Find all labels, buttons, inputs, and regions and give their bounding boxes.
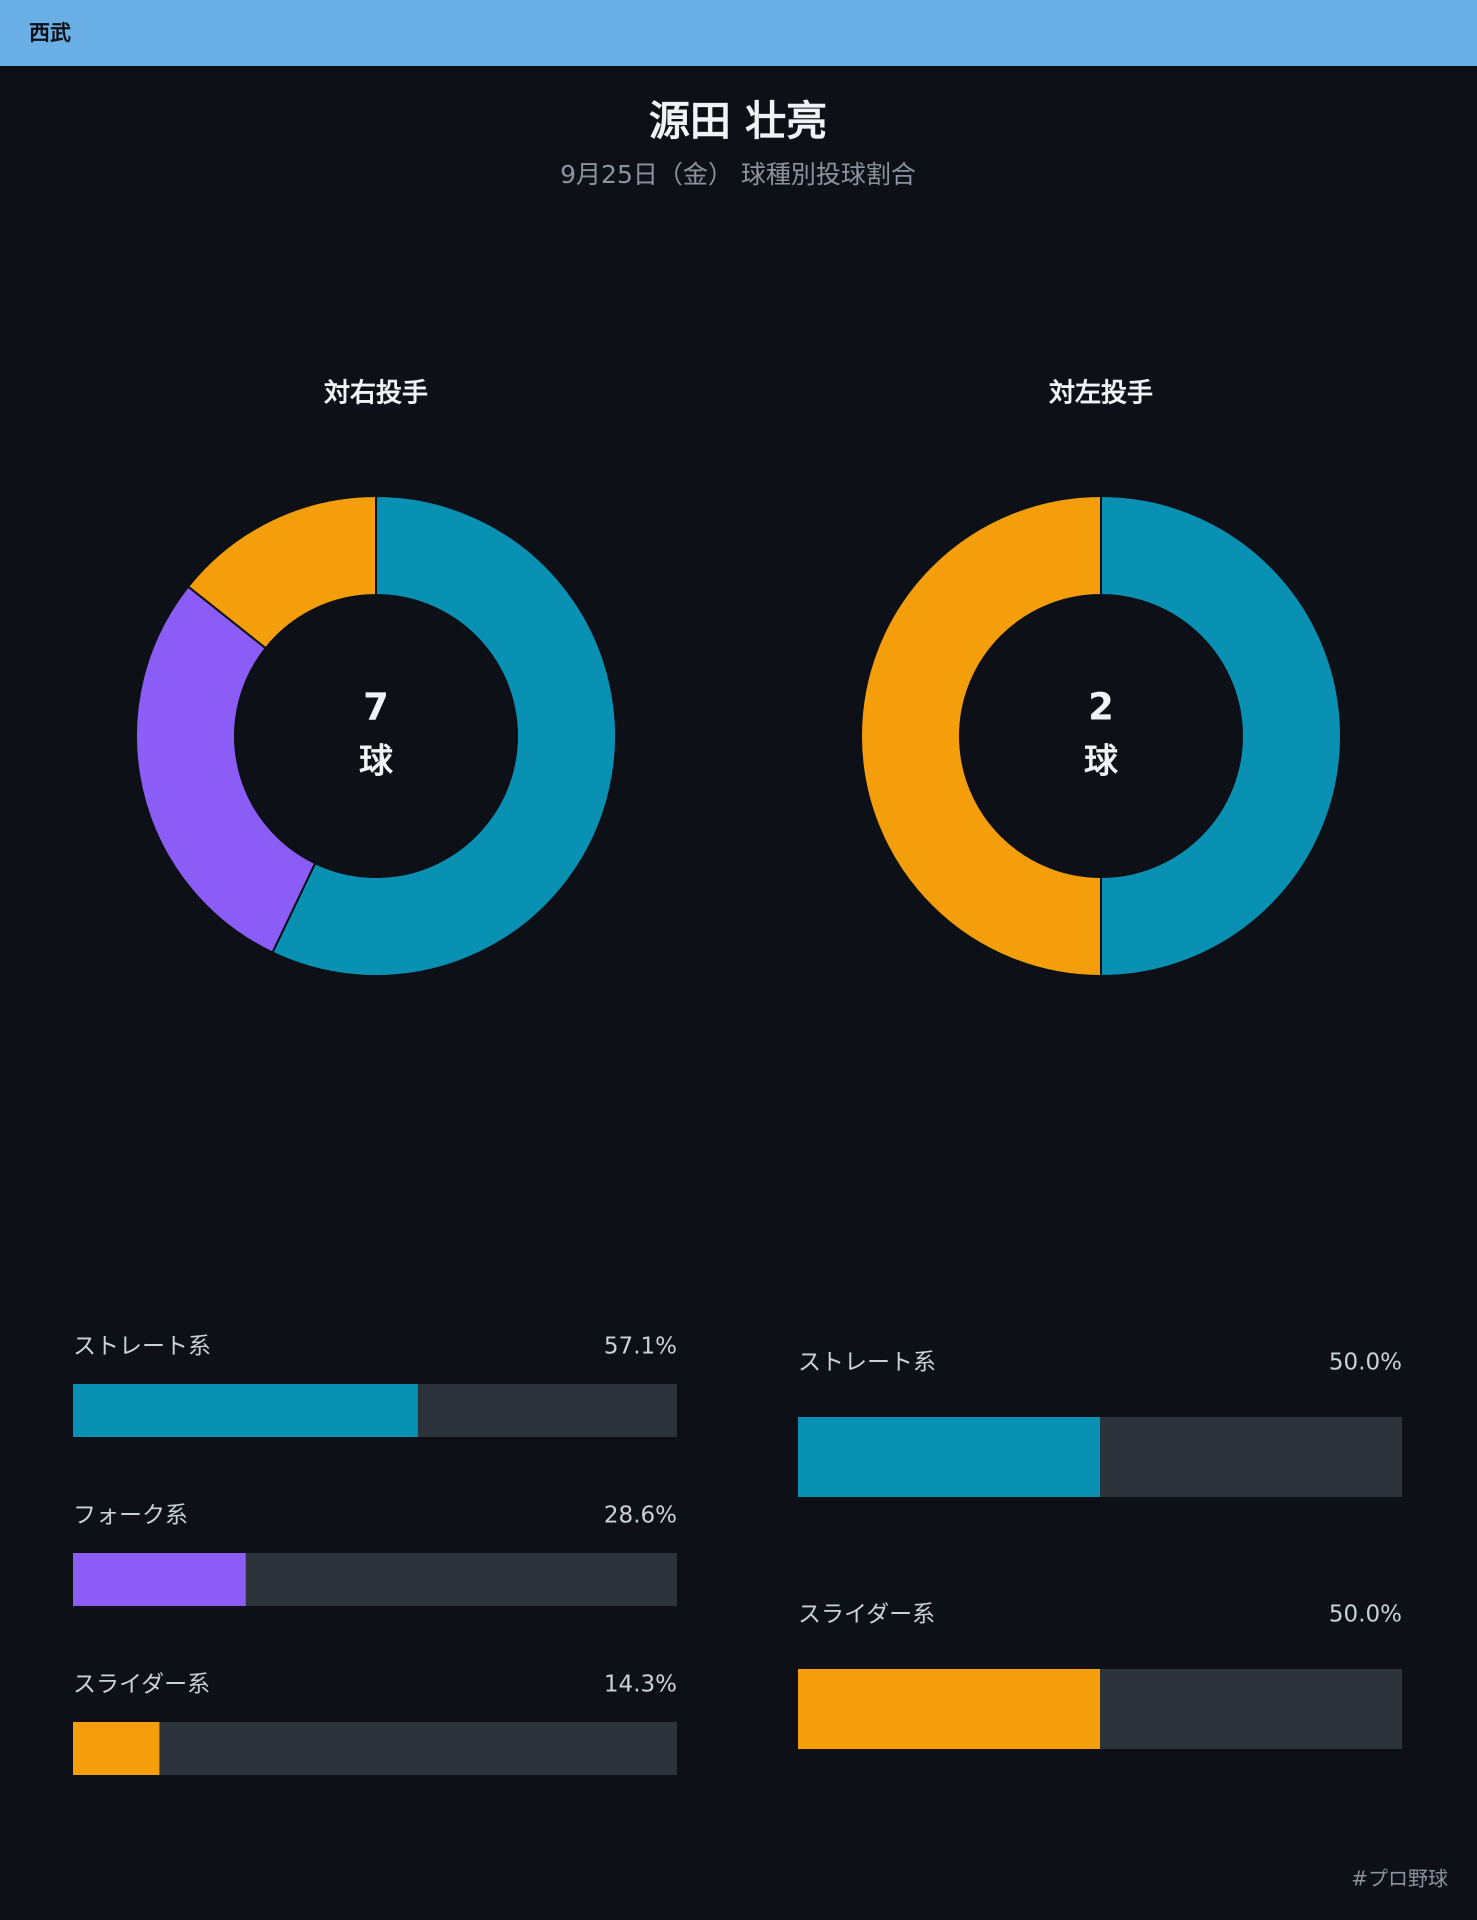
chart-title: 対右投手 [324,379,428,409]
bar-value-label: 57.1% [604,1334,677,1360]
header-bar [0,0,1477,66]
donut-slice [860,494,1102,978]
donut-total: 2 [1088,686,1114,729]
donut-slice [135,585,317,954]
donut-slice [271,494,617,977]
donut-total: 7 [363,686,389,729]
bar-track [73,1722,677,1775]
bar-value-label: 50.0% [1329,1602,1402,1628]
subtitle: 9月25日（金） 球種別投球割合 [560,160,916,189]
hashtag: #プロ野球 [1351,1867,1448,1891]
bar [73,1553,246,1606]
donut-slice [1100,494,1342,978]
bar-value-label: 50.0% [1329,1350,1402,1376]
bar [73,1384,418,1437]
bar-value-label: 14.3% [604,1672,677,1698]
bar-label: スライダー系 [798,1602,935,1628]
player-name: 源田 壮亮 [649,97,827,145]
donut-unit: 球 [359,742,394,782]
donut-slice [186,494,377,650]
bar [798,1417,1100,1497]
bar-label: ストレート系 [73,1334,211,1360]
donut-unit: 球 [1084,742,1119,782]
bar-label: スライダー系 [73,1672,210,1698]
bar [798,1669,1100,1749]
bar [73,1722,160,1775]
chart-title: 対左投手 [1049,379,1153,409]
team-name: 西武 [29,21,71,45]
bar-value-label: 28.6% [604,1503,677,1529]
bar-label: ストレート系 [798,1350,936,1376]
bar-label: フォーク系 [73,1503,188,1529]
